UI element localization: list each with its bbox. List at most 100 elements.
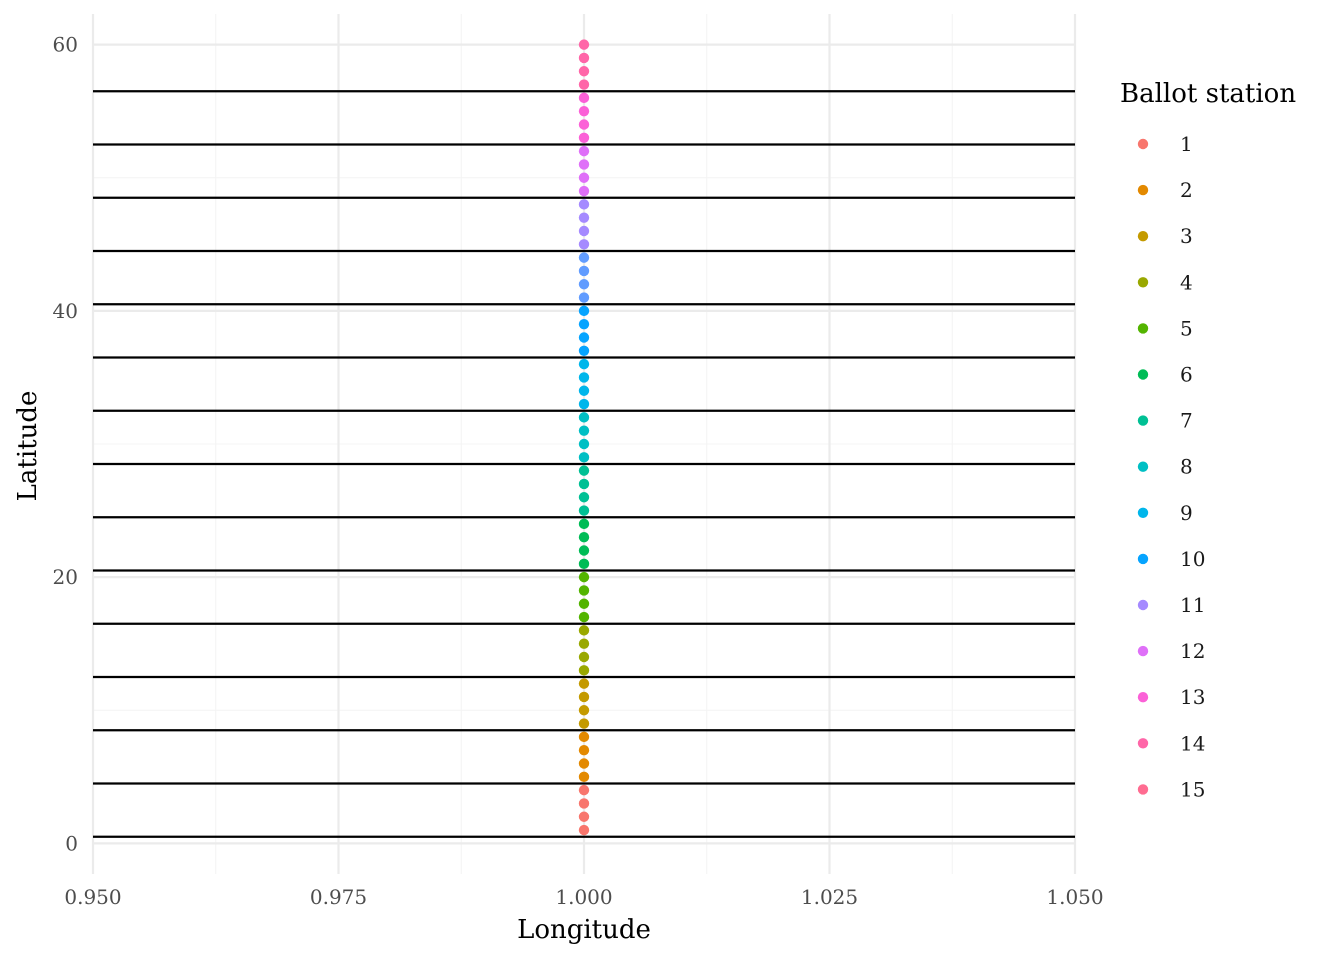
data-point: [578, 438, 590, 450]
data-point: [578, 545, 590, 556]
data-point: [578, 638, 590, 649]
data-point: [578, 625, 590, 636]
data-point: [578, 145, 590, 157]
legend-label: 10: [1180, 547, 1205, 571]
data-point: [578, 505, 590, 516]
data-point: [578, 758, 590, 769]
data-point: [578, 598, 590, 609]
legend-label: 3: [1180, 224, 1193, 248]
data-point: [578, 119, 590, 130]
data-point: [578, 92, 590, 104]
data-point: [578, 159, 590, 170]
data-point: [578, 651, 590, 663]
legend-label: 13: [1180, 685, 1205, 709]
data-point: [578, 305, 590, 317]
data-point: [578, 665, 590, 676]
legend-label: 6: [1180, 363, 1193, 387]
legend-key: [1137, 323, 1149, 334]
data-point: [578, 39, 590, 50]
data-point: [578, 225, 590, 237]
data-point: [578, 585, 590, 596]
x-axis-ticks: 0.950 0.975 1.000 1.025 1.050: [64, 885, 1103, 909]
legend-label: 4: [1180, 270, 1193, 294]
legend-key: [1137, 277, 1149, 288]
x-tick-label: 1.050: [1046, 885, 1103, 909]
data-point: [578, 398, 590, 410]
legend-label: 5: [1180, 316, 1193, 340]
legend-label: 14: [1180, 731, 1205, 755]
legend-key: [1137, 415, 1149, 426]
legend-key: [1137, 599, 1149, 611]
legend-label: 15: [1180, 777, 1205, 801]
legend-key: [1137, 692, 1149, 703]
y-tick-label: 60: [53, 33, 78, 57]
legend-label: 7: [1180, 409, 1193, 433]
data-point: [578, 705, 590, 716]
data-point: [578, 185, 590, 197]
legend-key: [1137, 738, 1149, 749]
data-point: [578, 172, 590, 183]
x-axis-title: Longitude: [517, 915, 651, 945]
y-axis-title: Latitude: [13, 391, 43, 502]
data-point: [578, 132, 590, 144]
data-point: [578, 425, 590, 436]
y-tick-label: 0: [65, 831, 78, 855]
data-point: [578, 718, 590, 729]
legend-key: [1137, 507, 1149, 518]
data-point: [578, 492, 590, 503]
data-point: [578, 744, 590, 756]
data-point: [578, 731, 590, 743]
data-point: [578, 452, 590, 463]
data-point: [578, 811, 590, 822]
data-point: [578, 318, 590, 330]
legend-label: 11: [1180, 593, 1205, 617]
data-point: [578, 385, 590, 396]
y-axis-ticks: 0 20 40 60: [53, 33, 78, 856]
y-tick-label: 20: [53, 565, 78, 589]
legend-title: Ballot station: [1120, 79, 1296, 109]
data-point: [578, 239, 590, 250]
x-tick-label: 0.975: [310, 885, 367, 909]
data-point: [578, 199, 590, 210]
data-point: [578, 784, 590, 796]
y-tick-label: 40: [53, 299, 78, 323]
legend-label: 9: [1180, 501, 1193, 525]
data-point: [578, 292, 590, 303]
data-point: [578, 345, 590, 357]
data-point: [578, 824, 590, 836]
x-tick-label: 1.000: [555, 885, 612, 909]
x-tick-label: 1.025: [801, 885, 858, 909]
data-point: [578, 571, 590, 583]
data-point: [578, 611, 590, 623]
legend-key: [1137, 461, 1149, 472]
data-point: [578, 212, 590, 223]
data-point: [578, 771, 590, 783]
legend-key: [1137, 184, 1149, 196]
boundary-lines: [93, 90, 1075, 838]
x-tick-label: 0.950: [64, 885, 121, 909]
data-point: [578, 531, 590, 543]
legend-key: [1137, 138, 1149, 150]
data-point: [578, 372, 590, 383]
legend-label: 8: [1180, 455, 1193, 479]
data-point: [578, 678, 590, 689]
data-point: [578, 105, 590, 117]
data-point: [578, 412, 590, 423]
data-points: [578, 39, 590, 836]
data-point: [578, 66, 590, 77]
data-point: [578, 279, 590, 290]
data-point: [578, 358, 590, 370]
legend-key: [1137, 369, 1149, 380]
data-point: [578, 558, 590, 570]
data-point: [578, 265, 590, 277]
legend-key: [1137, 231, 1149, 242]
legend-key: [1137, 645, 1149, 657]
legend-label: 1: [1180, 132, 1193, 156]
legend-key: [1137, 784, 1149, 795]
legend-label: 2: [1180, 178, 1193, 202]
data-point: [578, 332, 590, 343]
data-point: [578, 252, 590, 263]
